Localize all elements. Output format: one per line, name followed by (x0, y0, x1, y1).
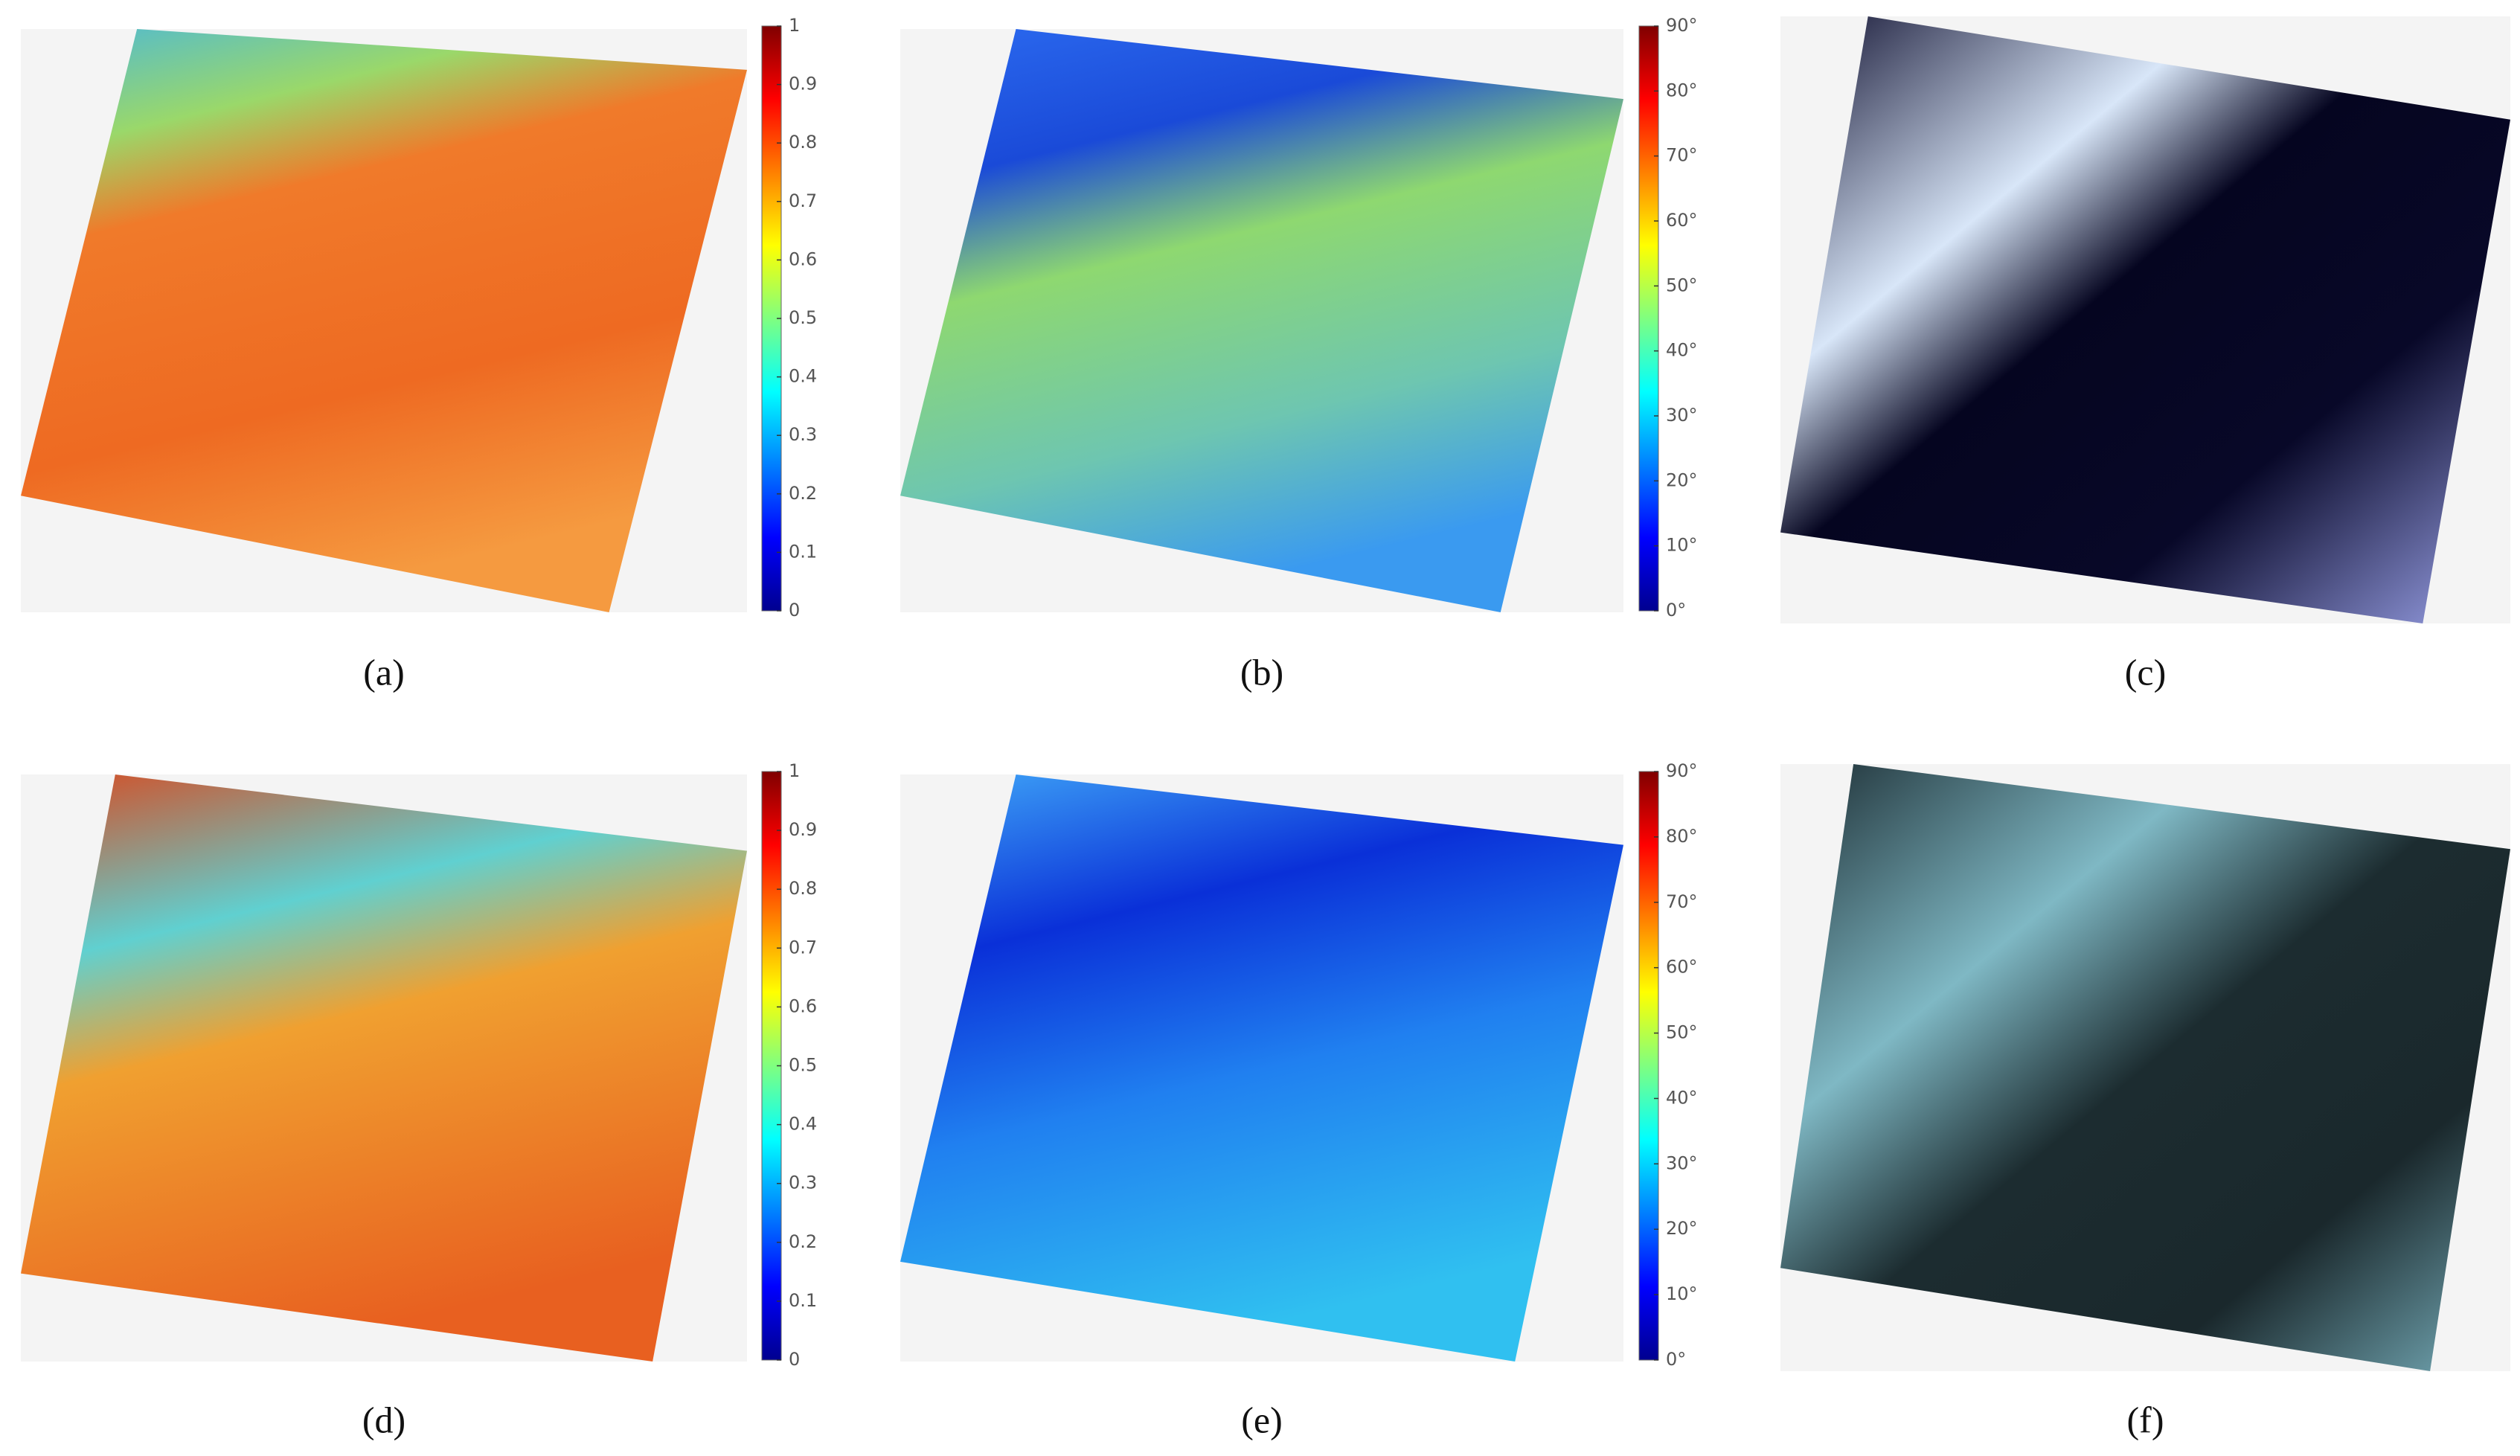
tick-label: 0.7 (789, 190, 817, 211)
tick-label: 80° (1666, 80, 1698, 100)
tick-label: 20° (1666, 469, 1698, 490)
tick-label: 60° (1666, 210, 1698, 231)
tick-label: 0.2 (789, 483, 817, 504)
tick-label: 10° (1666, 535, 1698, 556)
tick-label: 0.8 (789, 878, 817, 899)
image (900, 29, 1623, 612)
tick-label: 1 (789, 760, 800, 781)
tick-label: 0.1 (789, 541, 817, 562)
tick-label: 10° (1666, 1283, 1698, 1304)
tick-label: 0.4 (789, 366, 817, 387)
tick-label: 0 (789, 600, 800, 620)
tick-label: 70° (1666, 145, 1698, 166)
panel-label: (c) (2125, 651, 2167, 693)
tick-label: 50° (1666, 275, 1698, 295)
tick-label: 0° (1666, 1349, 1686, 1370)
tick-label: 0.6 (789, 248, 817, 269)
tick-label: 0.2 (789, 1231, 817, 1252)
tick-label: 80° (1666, 826, 1698, 847)
tick-label: 30° (1666, 405, 1698, 426)
tick-label: 0.7 (789, 937, 817, 958)
image (1780, 764, 2510, 1371)
tick-label: 70° (1666, 891, 1698, 912)
panel-label: (b) (1240, 651, 1283, 693)
panel-label: (a) (363, 651, 405, 693)
tick-label: 90° (1666, 15, 1698, 36)
tick-label: 0.4 (789, 1114, 817, 1135)
panel-label: (d) (362, 1399, 405, 1440)
image (21, 774, 747, 1362)
tick-label: 0.5 (789, 307, 817, 328)
image (1780, 16, 2510, 623)
tick-label: 0.6 (789, 995, 817, 1016)
tick-label: 0.3 (789, 424, 817, 445)
colorbar (1638, 25, 1659, 612)
tick-label: 60° (1666, 957, 1698, 978)
tick-label: 0.8 (789, 132, 817, 153)
panel-label: (f) (2127, 1399, 2164, 1440)
tick-label: 90° (1666, 760, 1698, 781)
panel-label: (e) (1241, 1399, 1283, 1440)
tick-label: 0 (789, 1349, 800, 1370)
tick-label: 0.5 (789, 1055, 817, 1076)
image (900, 774, 1623, 1362)
colorbar (1638, 771, 1659, 1361)
tick-label: 50° (1666, 1022, 1698, 1043)
tick-label: 1 (789, 15, 800, 36)
image (21, 29, 747, 612)
tick-label: 40° (1666, 1087, 1698, 1108)
tick-label: 0.1 (789, 1290, 817, 1311)
tick-label: 0° (1666, 600, 1686, 620)
tick-label: 0.9 (789, 74, 817, 94)
tick-label: 20° (1666, 1218, 1698, 1239)
tick-label: 30° (1666, 1152, 1698, 1173)
tick-label: 40° (1666, 340, 1698, 361)
tick-label: 0.3 (789, 1173, 817, 1193)
tick-label: 0.9 (789, 819, 817, 840)
